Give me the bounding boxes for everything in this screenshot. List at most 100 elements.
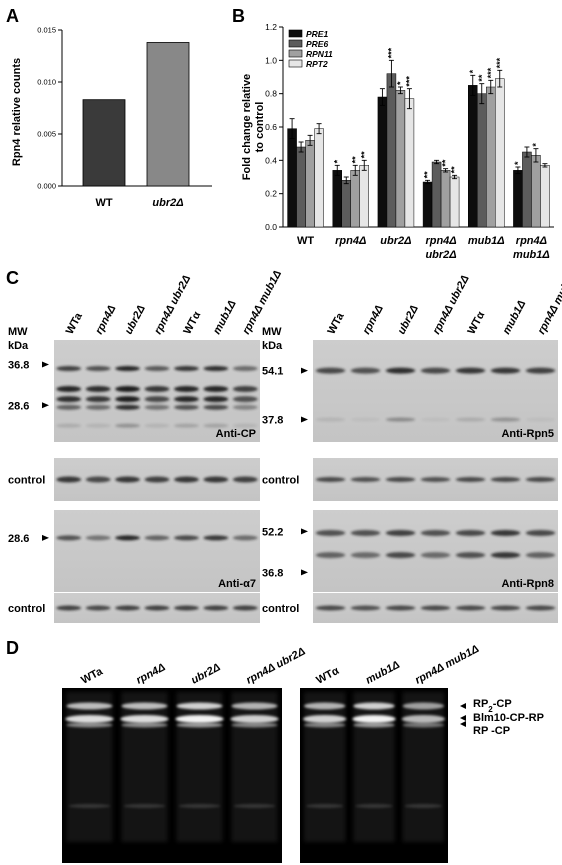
chart-b-category-label-line: rpn4Δ xyxy=(516,235,547,247)
chart-b-bar xyxy=(341,180,351,228)
panel-c-blot-band xyxy=(232,476,258,483)
panel-d-band-rp-cp-lower xyxy=(402,722,445,728)
panel-c-blot-band xyxy=(350,417,381,422)
chart-b-ytick-label: 0.0 xyxy=(265,222,277,232)
chart-b-ytick-label: 1.2 xyxy=(265,22,277,32)
panel-d-arrow-icon xyxy=(460,703,466,709)
panel-d-complex-name: RP -CP xyxy=(473,725,510,737)
panel-c-mw-marker: 54.1 xyxy=(262,366,283,378)
chart-b-category-label: mub1Δ xyxy=(468,235,505,247)
panel-c-blot-band xyxy=(174,404,199,410)
chart-b-category-label: rpn4Δ ubr2Δ xyxy=(425,235,456,261)
panel-d-complex-subscript: 2 xyxy=(488,705,493,714)
panel-c-blot-band xyxy=(203,404,229,410)
panel-c-blot-band xyxy=(203,476,229,483)
chart-b-significance-label: ** xyxy=(477,74,487,82)
chart-a-ytick-label: 0.005 xyxy=(37,130,56,139)
panel-d-band-rp2-cp xyxy=(121,702,168,710)
chart-a-ytick-label: 0.015 xyxy=(37,26,56,35)
panel-d-band-rp-cp-lower xyxy=(121,722,168,728)
panel-c-blot-band xyxy=(144,476,170,483)
chart-b-ytick-label: 0.8 xyxy=(265,89,277,99)
panel-letter-b: B xyxy=(232,6,245,26)
panel-d-band-faint xyxy=(305,804,344,808)
panel-d-band-rp-cp-lower xyxy=(231,722,278,728)
chart-b-ylabel: Fold change relativeto control xyxy=(241,74,266,180)
panel-c-blot-band xyxy=(144,396,170,403)
panel-d-band-faint xyxy=(233,804,276,808)
panel-c-blot-band xyxy=(115,535,140,541)
panel-c-marker-arrow-icon xyxy=(301,416,308,423)
panel-c-lane-label: ubr2Δ xyxy=(396,303,421,336)
panel-c-blot-band xyxy=(56,535,82,541)
chart-b-bar xyxy=(377,96,388,228)
panel-c-blot-band xyxy=(232,385,258,392)
panel-c-blot-band xyxy=(350,552,381,559)
chart-b-bar xyxy=(522,151,532,228)
panel-c-blot-band xyxy=(115,396,140,403)
panel-c-mw-marker: 36.8 xyxy=(262,567,283,579)
panel-d-band-rp2-cp xyxy=(303,702,346,710)
panel-d-lane-smear xyxy=(303,692,346,842)
chart-b-significance-label: * xyxy=(332,159,342,163)
panel-d-band-rp2-cp xyxy=(231,702,278,710)
panel-c-blot-band xyxy=(455,367,486,374)
panel-d-complex-label: RP2-CP xyxy=(473,698,512,714)
panel-c-blot-band xyxy=(385,605,416,611)
panel-c-blot-band xyxy=(56,423,82,428)
panel-c-control-label: control xyxy=(262,603,299,615)
panel-c-blot-band xyxy=(232,366,258,372)
chart-b-category-label-line: rpn4Δ xyxy=(335,235,366,247)
chart-b-significance-label: ** xyxy=(350,156,360,164)
chart-b: 0.0 0.2 0.4 0.6 0.8 1.0 1.2 Fold change relativ… xyxy=(241,22,554,261)
chart-b-ytick-label: 0.4 xyxy=(265,155,277,165)
panel-c-blot-band xyxy=(174,535,199,541)
chart-b-bar xyxy=(359,165,369,228)
panel-c-blot-band xyxy=(203,605,229,611)
panel-d-band-rp2-cp xyxy=(353,702,395,710)
panel-c-blot-band xyxy=(232,404,258,410)
panel-c-blot-band xyxy=(385,417,416,422)
panel-c-lane-label: rpn4Δ ubr2Δ xyxy=(431,273,472,336)
panel-c-mw-marker: 52.2 xyxy=(262,526,283,538)
panel-c-blot-membrane xyxy=(54,510,260,592)
chart-b-bar xyxy=(386,73,397,228)
panel-c-lane-label: rpn4Δ mub1Δ xyxy=(536,268,562,336)
chart-b-bar xyxy=(296,146,306,228)
panel-c-blot-band xyxy=(115,366,140,372)
panel-d-complex-label: RP -CP xyxy=(473,725,510,737)
chart-b-bar xyxy=(431,161,442,228)
panel-c-antibody-label: Anti-Rpn5 xyxy=(501,428,554,440)
chart-b-bar xyxy=(449,176,460,228)
panel-d-band-rp-cp xyxy=(175,715,224,723)
panel-c-blot-band xyxy=(490,477,521,482)
chart-b-bar xyxy=(495,78,505,228)
panel-c-blot-band xyxy=(525,529,556,536)
panel-c-blot-band xyxy=(174,476,199,483)
chart-b-bar xyxy=(440,170,451,228)
chart-b-bar xyxy=(314,128,324,228)
panel-c-lane-label: WTα xyxy=(181,309,203,336)
chart-b-significance-label: ** xyxy=(359,151,369,159)
chart-b-category-label-line: rpn4Δ xyxy=(425,235,456,247)
chart-b-legend-swatch xyxy=(288,59,303,68)
panel-c-mw-label: MW xyxy=(8,326,28,338)
panel-c-marker-arrow-icon xyxy=(301,528,308,535)
chart-b-bar xyxy=(422,181,433,228)
panel-d-lane-label: WTα xyxy=(314,665,341,687)
panel-c-blot-band xyxy=(420,552,451,559)
panel-c-antibody-label: Anti-CP xyxy=(216,428,256,440)
panel-c-blot-band xyxy=(144,366,170,372)
chart-b-bar xyxy=(531,155,541,228)
chart-b-significance-label: * xyxy=(395,81,405,85)
panel-letter-c: C xyxy=(6,268,19,288)
panel-c-blot-band xyxy=(232,396,258,403)
chart-b-significance-label: ** xyxy=(423,171,433,179)
panel-c-blot-band xyxy=(315,552,346,559)
panel-d-lane-smear xyxy=(176,692,223,842)
panel-c-kda-label: kDa xyxy=(262,340,283,352)
panel-c-mw-marker: 37.8 xyxy=(262,415,283,427)
chart-b-bar xyxy=(477,93,487,228)
